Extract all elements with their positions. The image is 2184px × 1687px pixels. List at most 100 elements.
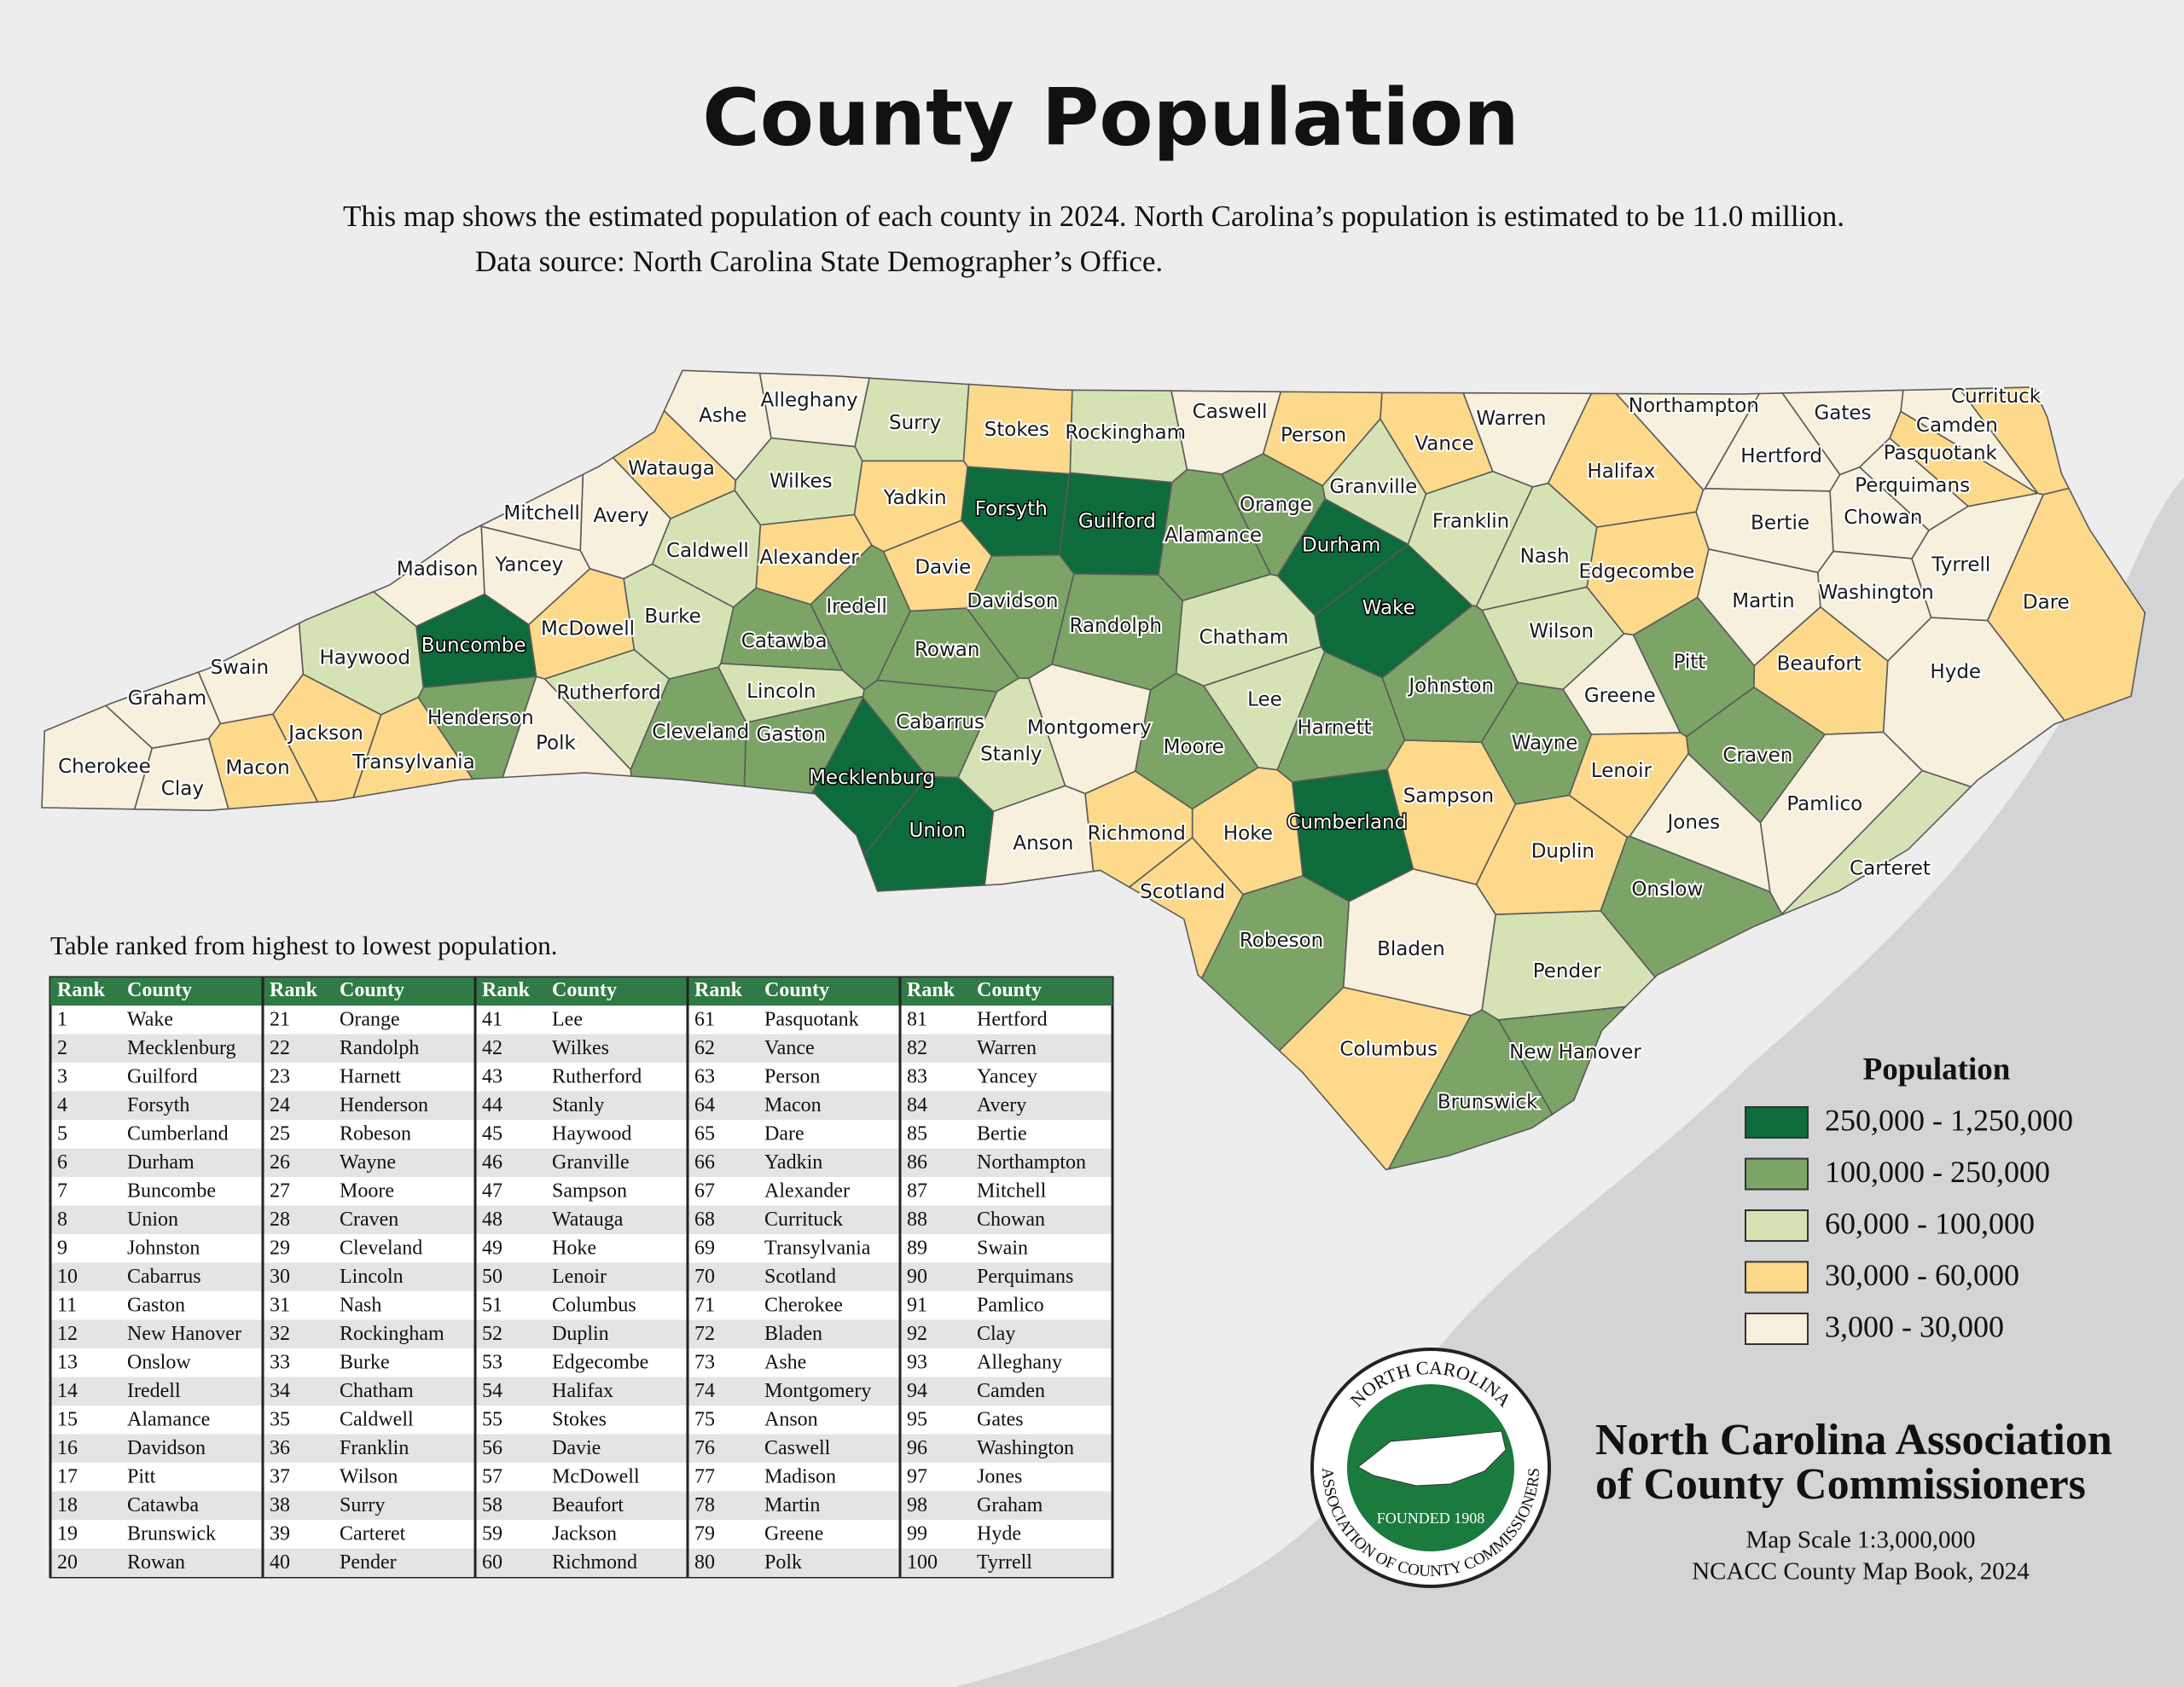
table-row-bg — [688, 1091, 899, 1120]
map-scale: Map Scale 1:3,000,000 — [1745, 1527, 1975, 1554]
county — [1562, 633, 1682, 735]
table-rank: 14 — [57, 1380, 78, 1402]
legend-label: 250,000 - 1,250,000 — [1825, 1103, 2073, 1137]
table-rank: 81 — [907, 1008, 927, 1030]
table-county: Hyde — [977, 1522, 1021, 1545]
county-label: Brunswick — [1438, 1092, 1538, 1114]
county-label: Halifax — [1587, 461, 1655, 483]
table-row-bg — [476, 1319, 687, 1348]
table-rank: 92 — [907, 1323, 927, 1345]
county-label: McDowell — [541, 617, 635, 640]
county-label: Buncombe — [421, 635, 526, 657]
table-county: Johnston — [127, 1237, 200, 1259]
county-label: Onslow — [1631, 878, 1703, 901]
table-rank: 80 — [694, 1551, 715, 1574]
table-rank: 36 — [270, 1437, 290, 1459]
county-label: Edgecombe — [1578, 561, 1694, 583]
table-rank: 15 — [57, 1408, 78, 1430]
table-county: Catawba — [127, 1494, 199, 1516]
table-rank: 3 — [57, 1065, 67, 1087]
table-county: Perquimans — [977, 1266, 1073, 1288]
county-label: Lincoln — [746, 681, 816, 703]
county-label: Craven — [1722, 745, 1792, 767]
table-rank: 99 — [907, 1522, 927, 1545]
table-row-bg — [688, 1377, 899, 1406]
table-rank: 83 — [907, 1065, 927, 1087]
table-county: Macon — [764, 1094, 822, 1116]
table-row-bg — [901, 1491, 1112, 1520]
county-label: Davie — [915, 557, 971, 579]
county-label: Vance — [1414, 432, 1473, 455]
county-label: Columbus — [1339, 1039, 1438, 1061]
table-rank: 57 — [482, 1465, 502, 1487]
county-label: Wilson — [1529, 621, 1594, 643]
table-county: Caldwell — [340, 1408, 414, 1430]
table-row-bg — [901, 1091, 1112, 1120]
table-rank: 75 — [694, 1408, 715, 1430]
county-label: Pasquotank — [1884, 443, 1998, 465]
table-rank: 51 — [482, 1294, 502, 1316]
county-label: Haywood — [319, 647, 410, 670]
county-label: Dare — [2023, 591, 2070, 613]
table-row-bg — [264, 1491, 474, 1520]
county-label: Alamance — [1165, 525, 1262, 547]
county-label: Swain — [211, 657, 269, 679]
table-rank: 62 — [694, 1037, 715, 1059]
county — [1462, 391, 1593, 488]
table-county: Hoke — [552, 1237, 596, 1259]
table-rank: 95 — [907, 1408, 927, 1430]
table-rank: 30 — [270, 1266, 290, 1288]
legend-title: Population — [1863, 1052, 2011, 1087]
table-county: Tyrrell — [977, 1551, 1032, 1574]
table-rank: 16 — [57, 1437, 78, 1459]
county — [755, 513, 873, 606]
county-label: Hertford — [1740, 445, 1822, 467]
table-rank: 12 — [57, 1323, 78, 1345]
table-rank: 88 — [907, 1209, 927, 1231]
table-rank: 82 — [907, 1037, 927, 1059]
table-county: Carteret — [340, 1522, 406, 1545]
table-county: Alexander — [764, 1180, 850, 1202]
table-county: Washington — [977, 1437, 1074, 1459]
table-row-bg — [901, 1319, 1112, 1348]
table-row-bg — [688, 1148, 899, 1177]
table-row-bg — [476, 1262, 687, 1291]
rank-table: Rank County Rank County Rank County Rank County… — [49, 976, 1114, 1579]
table-header: Rank — [482, 979, 531, 1001]
table-county: Graham — [977, 1494, 1043, 1516]
table-rank: 38 — [270, 1494, 290, 1516]
table-county: Orange — [340, 1008, 400, 1030]
county-label: Nash — [1520, 546, 1570, 568]
table-county: Wake — [127, 1008, 173, 1030]
table-rank: 17 — [57, 1465, 78, 1487]
county-label: Rockingham — [1065, 421, 1186, 443]
county-label: Camden — [1916, 415, 1998, 437]
table-rank: 48 — [482, 1209, 502, 1231]
table-row-bg — [688, 1034, 899, 1063]
table-rank: 59 — [482, 1522, 502, 1545]
table-rank: 77 — [694, 1465, 715, 1487]
table-rank: 43 — [482, 1065, 502, 1087]
table-county: McDowell — [552, 1465, 640, 1487]
county-label: Duplin — [1531, 841, 1594, 863]
table-header: County — [340, 979, 404, 1001]
table-county: Mecklenburg — [127, 1037, 236, 1059]
table-county: Beaufort — [552, 1494, 624, 1516]
table-row-bg — [264, 1034, 474, 1063]
table-row-bg — [476, 1377, 687, 1406]
county-label: Anson — [1013, 832, 1073, 855]
table-county: Currituck — [764, 1209, 843, 1231]
table-county: Gaston — [127, 1294, 185, 1316]
table-header-bg — [900, 977, 1112, 1006]
table-county: Cumberland — [127, 1122, 229, 1145]
table-county: Burke — [340, 1351, 390, 1373]
table-rank: 29 — [270, 1237, 290, 1259]
table-rank: 28 — [270, 1209, 290, 1231]
table-row-bg — [688, 1319, 899, 1348]
county-label: Stanly — [980, 743, 1042, 765]
table-rank: 61 — [694, 1008, 715, 1030]
table-header: Rank — [907, 979, 956, 1001]
county-label: Orange — [1240, 494, 1312, 516]
county-label: Yadkin — [883, 487, 947, 509]
